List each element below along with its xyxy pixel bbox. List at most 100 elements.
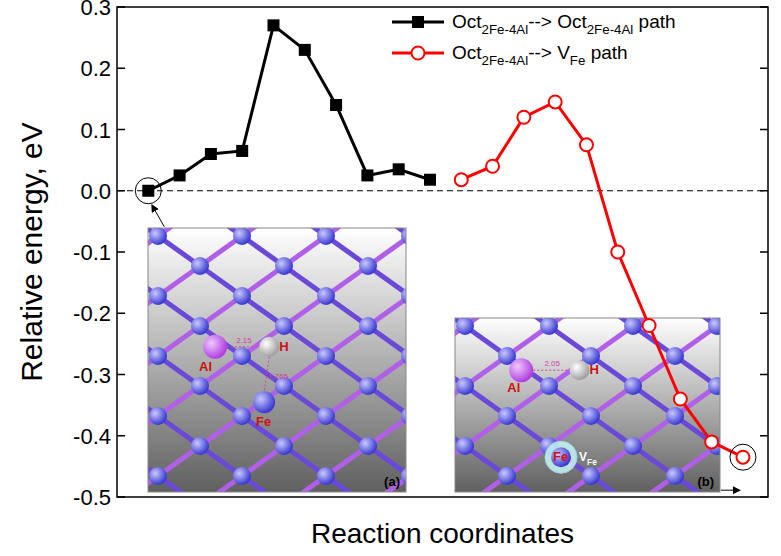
atom (275, 257, 293, 275)
atom (582, 407, 600, 425)
atom (456, 377, 474, 395)
y-tick (117, 313, 125, 315)
atom (233, 347, 251, 365)
bond (455, 476, 465, 492)
atom (401, 467, 406, 485)
atom (359, 437, 377, 455)
y-tick-label: 0.2 (80, 56, 111, 81)
distance-line (533, 370, 569, 371)
point (674, 393, 687, 406)
y-tick (117, 251, 125, 253)
series-line (461, 102, 743, 457)
y-tick-label: -0.5 (73, 485, 111, 510)
point (174, 169, 186, 181)
point (736, 451, 749, 464)
atom (359, 257, 377, 275)
atom (317, 228, 335, 245)
inset-background (455, 318, 720, 492)
inset-border (455, 318, 720, 492)
point (424, 174, 436, 186)
distance-label: 2.05 (544, 359, 560, 368)
point (361, 169, 373, 181)
atom-label: H (590, 362, 599, 377)
highlight-ring (730, 444, 756, 470)
highlight-ring (135, 178, 161, 204)
atom (624, 318, 642, 335)
y-tick (760, 496, 768, 498)
distance-label: 1.765 (268, 372, 289, 381)
y-tick (760, 435, 768, 437)
inset-label: (b) (697, 474, 714, 489)
point (643, 319, 656, 332)
y-tick (117, 374, 125, 376)
atom-label: Al (199, 359, 212, 374)
h-atom (259, 337, 279, 357)
arrow (721, 490, 739, 491)
atom (456, 437, 474, 455)
y-tick-label: 0.1 (80, 118, 111, 143)
point (549, 95, 562, 108)
legend-entry: Oct2Fe-4Al--> VFe path (452, 42, 628, 68)
fe-atom (551, 447, 571, 467)
point (517, 111, 530, 124)
point (393, 163, 405, 175)
atom (666, 467, 684, 485)
distance-line (227, 346, 259, 347)
y-axis-label: Relative energy, eV (15, 122, 48, 382)
distance-label: 2.15 (236, 336, 252, 345)
y-tick (760, 68, 768, 70)
atom (401, 407, 406, 425)
y-tick (760, 6, 768, 8)
atom (317, 287, 335, 305)
point (486, 160, 499, 173)
h-atom (570, 360, 590, 380)
arrow (152, 206, 164, 227)
atom (149, 228, 167, 245)
atom (149, 467, 167, 485)
point (330, 99, 342, 111)
atom (666, 347, 684, 365)
inset: AlHFeVFe2.05(b) (339, 257, 781, 556)
atom (540, 377, 558, 395)
y-tick-label: -0.1 (73, 240, 111, 265)
legend-entry: Oct2Fe-4Al--> Oct2Fe-4Al path (452, 11, 676, 37)
point (611, 246, 624, 259)
y-tick-label: -0.4 (73, 424, 111, 449)
atom (401, 228, 406, 245)
atom (191, 437, 209, 455)
atom (540, 318, 558, 335)
vacancy (545, 441, 577, 473)
y-tick (117, 435, 125, 437)
y-tick-label: -0.2 (73, 301, 111, 326)
inset-structure (148, 228, 406, 492)
atom (233, 407, 251, 425)
atom-label: VFe (579, 450, 597, 467)
atom (582, 467, 600, 485)
atom (317, 467, 335, 485)
point (580, 138, 593, 151)
x-axis-label: Reaction coordinates (311, 518, 574, 549)
y-tick (117, 129, 125, 131)
y-tick (760, 251, 768, 253)
y-tick (117, 6, 125, 8)
y-tick-label: -0.3 (73, 363, 111, 388)
legend-marker (412, 47, 425, 60)
atom (149, 347, 167, 365)
atom-label: Al (507, 380, 520, 395)
bond (368, 228, 406, 236)
data-group (142, 19, 749, 463)
atom (401, 347, 406, 365)
atom (708, 318, 720, 335)
inset-structure (455, 318, 720, 492)
atom-label: Fe (256, 414, 271, 429)
atom (498, 407, 516, 425)
atom (233, 467, 251, 485)
atom (317, 407, 335, 425)
atom (359, 377, 377, 395)
legend: Oct2Fe-4Al--> Oct2Fe-4Al path Oct2Fe-4Al-… (392, 11, 676, 68)
atom (708, 377, 720, 395)
point (142, 185, 154, 197)
atom (149, 407, 167, 425)
point (205, 148, 217, 160)
atom (191, 257, 209, 275)
